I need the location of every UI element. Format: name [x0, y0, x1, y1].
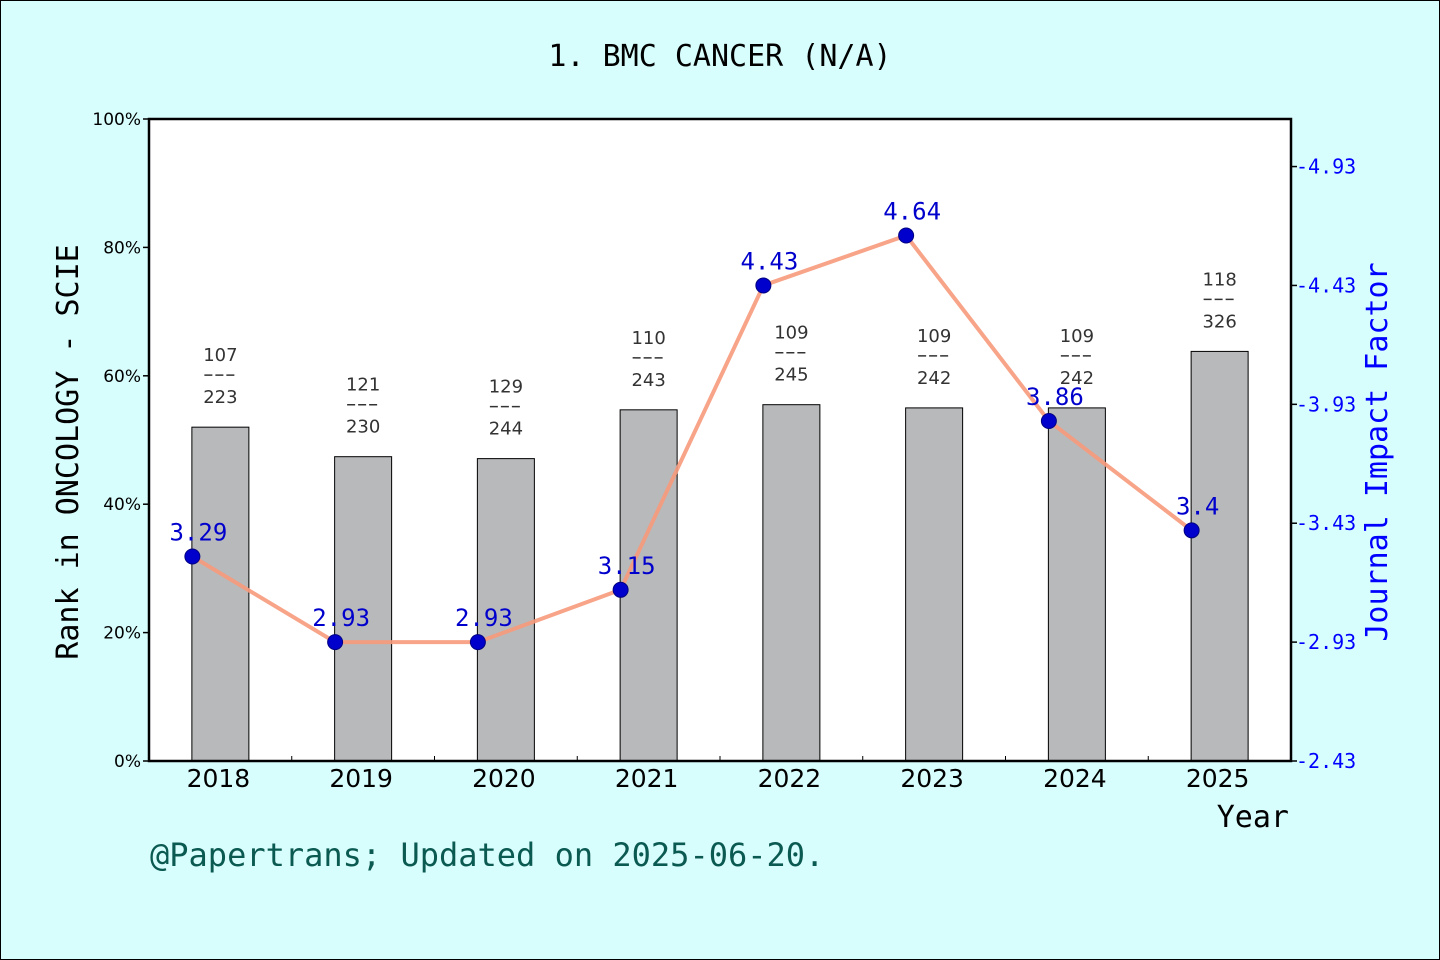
impact-factor-point — [755, 277, 772, 294]
bar-total-value: 245 — [774, 365, 808, 386]
impact-factor-label: 3.86 — [1026, 383, 1084, 411]
bar — [1190, 350, 1249, 762]
left-axis: 0% 20% 40% 60% 80% 100% — [92, 110, 149, 772]
bar-rank-value: 109 — [774, 323, 808, 344]
impact-factor-label: 3.4 — [1176, 492, 1219, 520]
impact-factor-label: 4.43 — [740, 247, 798, 275]
impact-factor-label: 3.15 — [598, 552, 656, 580]
x-axis-tick-label: 2023 — [900, 764, 964, 793]
bar-series — [191, 350, 1249, 762]
bar-rank-value: 110 — [631, 328, 665, 349]
impact-factor-point — [612, 581, 629, 598]
right-axis-label: Journal Impact Factor — [1360, 262, 1395, 641]
bar-rank-labels: 107 223 121 230 129 244 110 243 109 245 109 242 109 2… — [203, 269, 1237, 439]
left-axis-tick-label: 0% — [114, 752, 141, 772]
bar-total-value: 242 — [1060, 368, 1094, 389]
impact-factor-label: 2.93 — [455, 604, 513, 632]
impact-factor-label: 4.64 — [883, 198, 941, 226]
x-axis-tick-label: 2022 — [758, 764, 822, 793]
x-axis-tick-label: 2025 — [1186, 764, 1250, 793]
bar-total-value: 244 — [489, 419, 523, 440]
bar — [905, 407, 964, 762]
right-axis-tick-label: -4.43 — [1296, 273, 1356, 297]
x-axis-tick-label: 2021 — [615, 764, 679, 793]
bar-rank-value: 118 — [1202, 269, 1236, 290]
left-axis-label: Rank in ONCOLOGY - SCIE — [51, 244, 86, 659]
bar-total-value: 242 — [917, 368, 951, 389]
left-axis-tick-label: 40% — [103, 495, 141, 515]
x-axis-tick-label: 2024 — [1043, 764, 1107, 793]
plot-area — [149, 119, 1291, 761]
impact-factor-point — [1183, 522, 1200, 539]
x-axis-tick-label: 2019 — [329, 764, 393, 793]
impact-factor-label: 3.29 — [169, 519, 227, 547]
bar-total-value: 326 — [1202, 311, 1236, 332]
bar — [619, 409, 678, 762]
left-axis-tick-label: 80% — [103, 238, 141, 258]
right-axis-tick-label: -3.43 — [1296, 511, 1356, 535]
bar-total-value: 243 — [631, 370, 665, 391]
footer-credit: @Papertrans; Updated on 2025-06-20. — [150, 836, 824, 874]
right-axis-tick-label: -2.93 — [1296, 630, 1356, 654]
bar — [191, 426, 250, 762]
left-axis-tick-label: 100% — [92, 110, 141, 130]
bar-rank-value: 109 — [1060, 326, 1094, 347]
impact-factor-label: 2.93 — [312, 604, 370, 632]
bar — [334, 456, 393, 762]
chart-title: 1. BMC CANCER (N/A) — [548, 39, 891, 74]
left-axis-tick-label: 20% — [103, 624, 141, 644]
right-axis-tick-label: -2.43 — [1296, 749, 1356, 773]
bar-total-value: 223 — [203, 387, 237, 408]
impact-factor-point — [469, 634, 486, 651]
bar-total-value: 230 — [346, 417, 380, 438]
bar — [476, 458, 535, 762]
impact-factor-point — [898, 227, 915, 244]
right-axis: -2.43 -2.93 -3.43 -3.93 -4.43 -4.93 — [1291, 155, 1356, 773]
bar-rank-value: 107 — [203, 345, 237, 366]
bar — [762, 404, 821, 762]
bar-rank-value: 121 — [346, 375, 380, 396]
impact-factor-point — [1040, 412, 1057, 429]
bar-rank-value: 109 — [917, 326, 951, 347]
impact-factor-series: 3.29 2.93 2.93 3.15 4.43 4.64 3.86 3.4 — [169, 198, 1219, 651]
right-axis-tick-label: -4.93 — [1296, 155, 1356, 179]
impact-factor-line — [191, 233, 1193, 645]
impact-factor-point — [327, 634, 344, 651]
x-axis-tick-label: 2018 — [187, 764, 251, 793]
left-axis-tick-label: 60% — [103, 367, 141, 387]
bar — [1047, 407, 1106, 762]
impact-factor-point — [184, 548, 201, 565]
right-axis-tick-label: -3.93 — [1296, 392, 1356, 416]
x-axis-label: Year — [1217, 800, 1289, 835]
x-axis: 2018 2019 2020 2021 2022 2023 2024 2025 — [187, 756, 1250, 793]
x-axis-tick-label: 2020 — [472, 764, 536, 793]
bar-rank-value: 129 — [489, 377, 523, 398]
